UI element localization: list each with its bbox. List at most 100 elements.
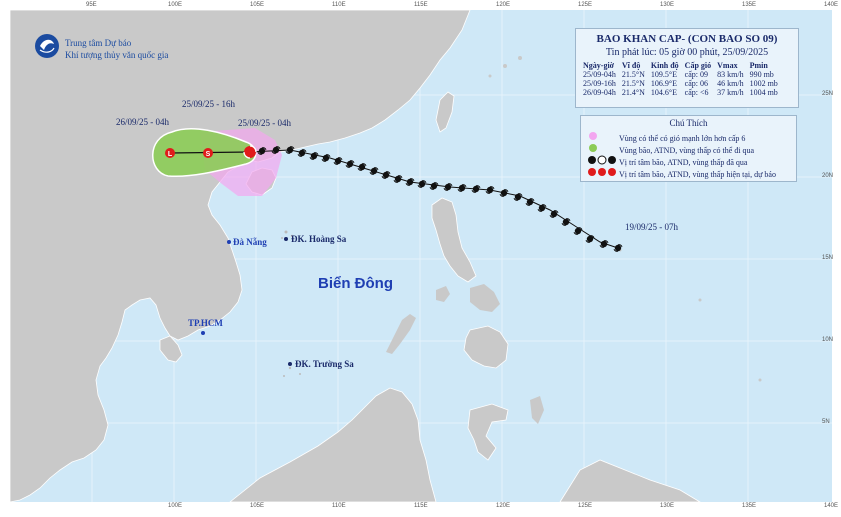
legend-box: Chú Thích Vùng có thể có gió mạnh lớn hơ… bbox=[580, 115, 797, 182]
agency-line1: Trung tâm Dự báo bbox=[65, 38, 132, 48]
axis-top-label: 125E bbox=[578, 2, 593, 8]
forecast-cell: cấp: 09 bbox=[684, 70, 708, 79]
past-track-marker bbox=[357, 163, 367, 171]
current-marker-25-04 bbox=[243, 145, 257, 159]
label-tphcm: TP.HCM bbox=[188, 318, 223, 328]
legend-item-current: Vị trí tâm bão, ATND, vùng thấp hiện tại… bbox=[587, 167, 776, 179]
forecast-cell: 104.6°E bbox=[650, 88, 677, 97]
past-track-marker bbox=[393, 175, 403, 183]
axis-right-label: 5N bbox=[822, 419, 830, 425]
land-sulawesi bbox=[467, 403, 509, 461]
axis-top-label: 135E bbox=[742, 2, 757, 8]
axis-top-label: 105E bbox=[250, 2, 265, 8]
bulletin-issued: Tin phát lúc: 05 giờ 00 phút, 25/09/2025 bbox=[605, 47, 769, 58]
past-track-marker bbox=[443, 183, 453, 191]
forecast-table: Ngày-giờ Vĩ độ Kinh độ Cấp gió Vmax Pmin 25/0… bbox=[580, 61, 781, 97]
land-halmahera bbox=[530, 396, 544, 424]
past-track-marker bbox=[471, 185, 481, 193]
past-track-marker bbox=[613, 244, 623, 252]
axis-right-label: 10N bbox=[822, 337, 834, 343]
bulletin-box: BAO KHAN CAP- (CON BAO SO 09) Tin phát l… bbox=[575, 28, 799, 108]
forecast-cell: 21.5°N bbox=[621, 79, 645, 88]
paracel-islets bbox=[281, 230, 294, 239]
past-track-marker bbox=[271, 146, 281, 154]
forecast-marker-25-16: S bbox=[203, 148, 213, 158]
past-track-marker bbox=[345, 160, 355, 168]
past-track-marker bbox=[561, 218, 571, 226]
forecast-row: 25/09-16h 21.5°N 106.9°E cấp: 06 46 km/h 1002… bbox=[580, 79, 781, 88]
time-label-25-04: 25/09/25 - 04h bbox=[238, 118, 291, 128]
land-mekong-delta bbox=[159, 335, 183, 363]
nchmf-logo bbox=[35, 34, 59, 58]
legend-item-strong-wind: Vùng có thể có gió mạnh lớn hơn cấp 6 bbox=[587, 131, 745, 143]
past-track-marker bbox=[537, 204, 547, 212]
forecast-marker-26-04: L bbox=[165, 148, 175, 158]
axis-bottom-label: 105E bbox=[250, 503, 265, 509]
axis-top-label: 120E bbox=[496, 2, 511, 8]
axis-top-label: 95E bbox=[86, 2, 97, 8]
forecast-cell: 26/09-04h bbox=[583, 88, 616, 97]
time-label-25-16: 25/09/25 - 16h bbox=[182, 99, 235, 109]
axis-bottom-label: 110E bbox=[332, 503, 346, 509]
axis-right-label: 15N bbox=[822, 255, 834, 261]
legend-label-past: Vị trí tâm bão, ATND, vùng thấp đã qua bbox=[619, 158, 748, 167]
legend-label-strong-wind: Vùng có thể có gió mạnh lớn hơn cấp 6 bbox=[619, 134, 746, 143]
land-taiwan bbox=[435, 91, 455, 133]
legend-label-current: Vị trí tâm bão, ATND, vùng thấp hiện tại… bbox=[619, 170, 776, 179]
past-track-marker bbox=[513, 193, 523, 201]
land-mindanao bbox=[463, 325, 509, 369]
past-track-marker bbox=[257, 147, 267, 155]
axis-bottom-label: 135E bbox=[742, 503, 757, 509]
forecast-cell: 83 km/h bbox=[717, 70, 744, 79]
axis-bottom-label: 115E bbox=[414, 503, 428, 509]
past-track-marker bbox=[309, 152, 319, 160]
axis-top-label: 140E bbox=[824, 2, 839, 8]
land-mainland-asia bbox=[9, 9, 471, 503]
past-track-marker bbox=[297, 149, 307, 157]
forecast-col-header: Cấp gió bbox=[684, 61, 712, 70]
forecast-col-header: Pmin bbox=[749, 61, 768, 70]
forecast-cell: 109.5°E bbox=[650, 70, 677, 79]
forecast-cell: 106.9°E bbox=[650, 79, 677, 88]
axis-bottom-label: 140E bbox=[824, 503, 839, 509]
forecast-cell: 1004 mb bbox=[749, 88, 778, 97]
past-track-marker bbox=[585, 235, 595, 243]
land-borneo bbox=[228, 387, 437, 503]
past-track-marker bbox=[321, 154, 331, 162]
past-track-marker bbox=[485, 186, 495, 194]
past-track-marker bbox=[599, 240, 609, 248]
axis-top-label: 130E bbox=[660, 2, 675, 8]
forecast-cell: 21.4°N bbox=[621, 88, 645, 97]
axis-bottom-label: 130E bbox=[660, 503, 675, 509]
past-track-marker bbox=[429, 182, 439, 190]
past-track-marker bbox=[417, 180, 427, 188]
axis-top-label: 115E bbox=[414, 2, 428, 8]
forecast-col-header: Vĩ độ bbox=[621, 61, 641, 70]
legend-label-storm-zone: Vùng bão, ATND, vùng thấp có thể đi qua bbox=[619, 146, 755, 155]
forecast-cell: 25/09-16h bbox=[583, 79, 616, 88]
past-track-marker bbox=[369, 167, 379, 175]
label-danang: Đà Nẵng bbox=[233, 237, 267, 247]
axis-bottom-label: 100E bbox=[168, 503, 183, 509]
forecast-col-header: Ngày-giờ bbox=[583, 61, 615, 70]
forecast-cell: 46 km/h bbox=[717, 79, 744, 88]
label-bien-dong: Biển Đông bbox=[318, 275, 393, 292]
land-ryukyu bbox=[488, 56, 522, 78]
past-track-marker bbox=[381, 171, 391, 179]
axis-bottom-label: 125E bbox=[578, 503, 593, 509]
tphcm-dot bbox=[201, 331, 205, 335]
forecast-table-body: 25/09-04h 21.5°N 109.5°E cấp: 09 83 km/h 990 … bbox=[580, 70, 781, 97]
past-track-marker bbox=[405, 178, 415, 186]
axis-right-label: 25N bbox=[822, 91, 834, 97]
agency-line2: Khí tượng thủy văn quốc gia bbox=[65, 50, 169, 60]
forecast-row: 26/09-04h 21.4°N 104.6°E cấp: <6 37 km/h 1004… bbox=[580, 88, 781, 97]
past-track-marker bbox=[549, 210, 559, 218]
time-label-19-07: 19/09/25 - 07h bbox=[625, 222, 678, 232]
bulletin-title: BAO KHAN CAP- (CON BAO SO 09) bbox=[596, 33, 778, 45]
time-label-26-04: 26/09/25 - 04h bbox=[116, 117, 169, 127]
forecast-cell: 1002 mb bbox=[749, 79, 778, 88]
forecast-table-header: Ngày-giờ Vĩ độ Kinh độ Cấp gió Vmax Pmin bbox=[580, 61, 781, 70]
forecast-cell: 990 mb bbox=[749, 70, 774, 79]
hoangsa-dot bbox=[284, 237, 288, 241]
